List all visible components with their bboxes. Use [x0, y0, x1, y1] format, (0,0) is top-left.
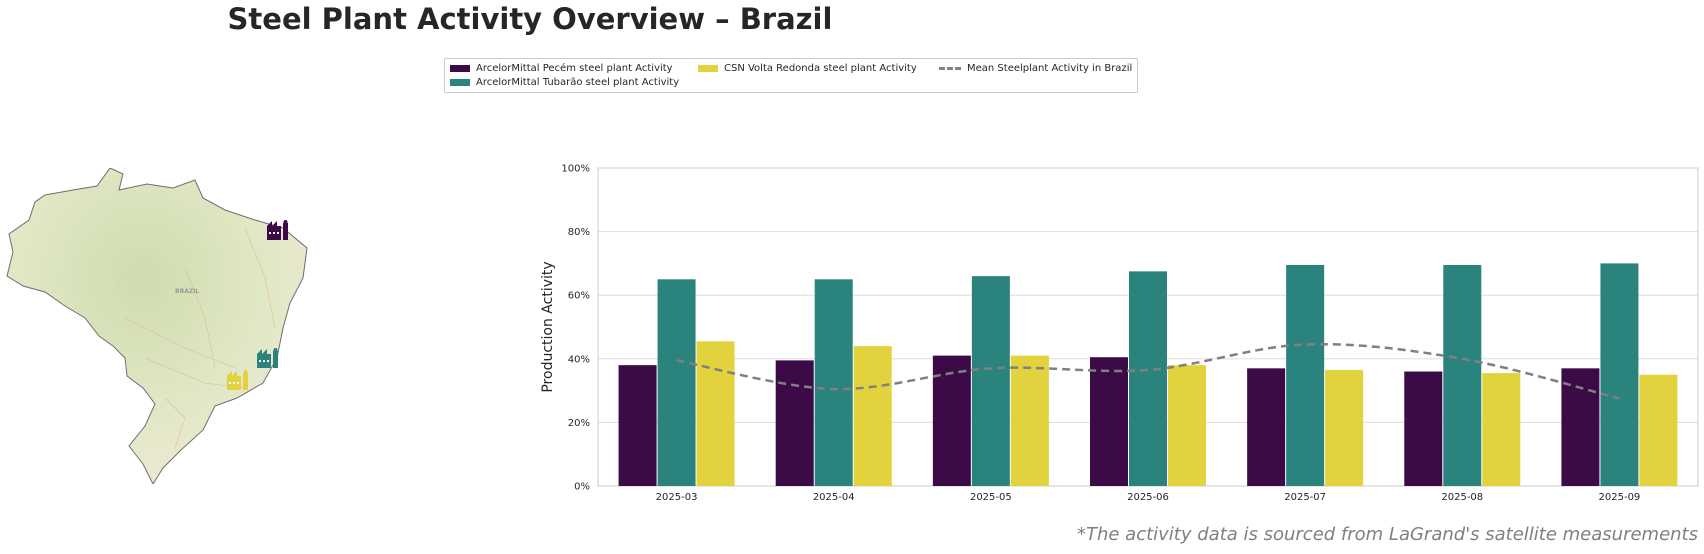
bar — [1010, 355, 1049, 486]
legend-swatch-pecem — [450, 65, 470, 72]
y-tick-label: 0% — [574, 482, 590, 493]
x-tick-label: 2025-08 — [1441, 492, 1483, 500]
bar — [1247, 368, 1286, 486]
bar — [1561, 368, 1600, 486]
bar — [1129, 271, 1167, 486]
legend-swatch-mean — [939, 67, 961, 70]
bar — [1090, 357, 1128, 486]
map-country-label: BRAZIL — [175, 288, 199, 295]
legend-label-mean: Mean Steelplant Activity in Brazil — [967, 63, 1133, 74]
factory-icon-tubarao — [257, 348, 278, 368]
bar — [696, 341, 735, 486]
x-tick-label: 2025-05 — [970, 492, 1012, 500]
legend-swatch-csn — [698, 65, 718, 72]
bar — [1482, 373, 1521, 486]
page-title: Steel Plant Activity Overview – Brazil — [227, 2, 833, 36]
bar — [814, 279, 853, 486]
bar — [1443, 264, 1482, 486]
chart-legend: ArcelorMittal Pecém steel plant Activity… — [444, 58, 1138, 93]
bar — [932, 355, 971, 486]
footnote: *The activity data is sourced from LaGra… — [1076, 524, 1698, 545]
bar — [618, 365, 657, 486]
legend-item-csn: CSN Volta Redonda steel plant Activity — [698, 63, 917, 74]
brazil-map: BRAZIL — [5, 168, 311, 484]
bar — [1600, 263, 1639, 486]
y-tick-label: 100% — [561, 164, 590, 175]
legend-label-csn: CSN Volta Redonda steel plant Activity — [724, 63, 917, 74]
bar — [775, 360, 814, 486]
x-tick-label: 2025-07 — [1284, 492, 1326, 500]
y-axis-label: Production Activity — [540, 261, 556, 392]
brazil-outline — [6, 168, 308, 484]
bar — [1286, 264, 1325, 486]
x-tick-label: 2025-04 — [813, 492, 855, 500]
legend-item-mean: Mean Steelplant Activity in Brazil — [939, 63, 1132, 74]
x-tick-label: 2025-09 — [1599, 492, 1641, 500]
factory-icon-csn — [227, 370, 248, 390]
y-tick-label: 60% — [568, 291, 590, 302]
y-tick-label: 40% — [568, 354, 590, 365]
y-tick-label: 80% — [568, 227, 590, 238]
bar — [971, 276, 1010, 486]
factory-icon-pecem — [267, 220, 288, 240]
x-tick-label: 2025-03 — [656, 492, 698, 500]
bar — [853, 346, 892, 486]
legend-item-tubarao: ArcelorMittal Tubarão steel plant Activi… — [450, 77, 679, 88]
legend-label-tubarao: ArcelorMittal Tubarão steel plant Activi… — [476, 77, 680, 88]
x-tick-label: 2025-06 — [1127, 492, 1169, 500]
legend-item-pecem: ArcelorMittal Pecém steel plant Activity — [450, 63, 673, 74]
bar — [1404, 371, 1443, 486]
bar — [1325, 369, 1364, 486]
activity-chart: 0% 20% 40% 60% 80% 100% Production Activity 202… — [540, 164, 1699, 500]
bar — [1168, 365, 1206, 486]
bar — [1639, 374, 1678, 486]
legend-swatch-tubarao — [450, 79, 470, 86]
y-tick-label: 20% — [568, 418, 590, 429]
legend-label-pecem: ArcelorMittal Pecém steel plant Activity — [476, 63, 673, 74]
mean-activity-line — [676, 342, 1620, 400]
bar — [657, 279, 696, 486]
